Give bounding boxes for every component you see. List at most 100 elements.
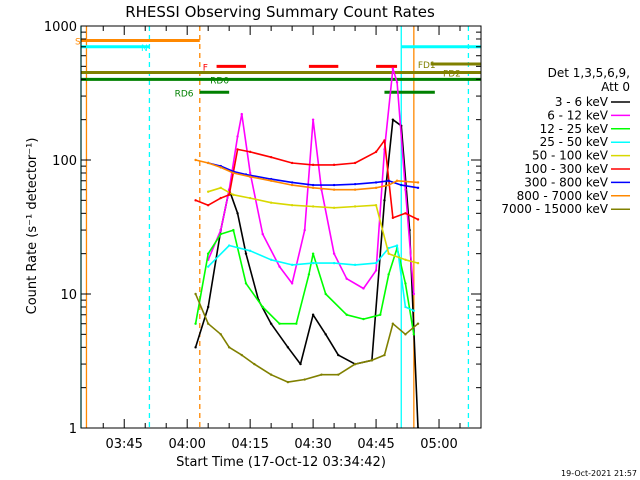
data-point	[395, 81, 399, 84]
data-point	[307, 273, 311, 276]
data-point	[311, 252, 315, 255]
legend-label: 7000 - 15000 keV	[501, 202, 608, 216]
data-point	[244, 282, 248, 285]
x-tick-label: 04:00	[168, 437, 205, 452]
data-point	[387, 273, 390, 276]
data-point	[383, 199, 386, 202]
data-point	[416, 218, 420, 221]
data-point	[206, 190, 210, 193]
data-point	[194, 292, 197, 296]
x-tick-label: 04:15	[231, 437, 268, 452]
data-point	[379, 313, 382, 316]
data-point	[194, 346, 197, 349]
legend-label: 50 - 100 keV	[532, 149, 609, 163]
data-point	[261, 232, 264, 236]
series-line	[195, 159, 419, 191]
data-point	[374, 269, 378, 272]
data-point	[416, 186, 420, 190]
data-point	[236, 212, 239, 215]
data-point	[416, 322, 420, 325]
x-tick-label: 04:45	[357, 437, 394, 452]
data-point	[345, 313, 348, 316]
data-point	[244, 252, 248, 255]
data-point	[391, 216, 395, 220]
data-point	[404, 188, 407, 191]
data-point	[416, 261, 420, 265]
x-tick-label: 05:00	[420, 437, 457, 452]
data-point	[320, 373, 323, 376]
plot-area: S N F FD1 FD2 RD0 RD6 1 10 100 1000 03:45 04:00 04:15…	[44, 20, 482, 452]
flag-label-fd2: FD2	[443, 69, 461, 79]
data-point	[337, 373, 340, 376]
data-point	[206, 252, 210, 255]
data-point	[324, 292, 327, 296]
data-point	[383, 139, 386, 142]
data-point	[269, 201, 273, 204]
legend-label: 6 - 12 keV	[547, 108, 609, 122]
data-point	[278, 322, 281, 325]
data-point	[353, 161, 357, 165]
data-point	[290, 161, 294, 165]
data-point	[332, 183, 336, 187]
data-point	[227, 244, 231, 247]
data-point	[391, 67, 395, 70]
legend-label: 800 - 7000 keV	[517, 189, 609, 203]
y-axis-label: Count Rate (s⁻¹ detector⁻¹)	[25, 138, 40, 315]
data-point	[311, 163, 315, 167]
data-point	[236, 148, 239, 151]
data-point	[391, 322, 395, 325]
legend-label: 100 - 300 keV	[524, 162, 608, 176]
data-point	[391, 118, 395, 121]
y-tick-label: 10	[60, 288, 77, 303]
x-tick-label: 04:30	[294, 437, 331, 452]
data-point	[387, 252, 390, 255]
flag-label-s: S	[75, 37, 81, 47]
legend-label: 300 - 800 keV	[524, 175, 608, 189]
data-point	[395, 179, 399, 182]
y-tick-label: 1000	[44, 20, 77, 35]
data-point	[332, 163, 336, 167]
data-point	[290, 282, 294, 285]
data-layer	[81, 38, 481, 428]
data-point	[404, 212, 407, 215]
data-point	[219, 232, 222, 236]
data-point	[248, 150, 252, 154]
data-point	[412, 333, 416, 336]
data-point	[295, 322, 298, 325]
legend-label: 12 - 25 keV	[540, 122, 609, 136]
data-point	[219, 196, 222, 200]
data-point	[337, 353, 340, 357]
data-point	[362, 287, 365, 290]
data-point	[206, 265, 210, 268]
data-point	[332, 261, 336, 265]
data-point	[353, 362, 357, 366]
data-point	[236, 135, 239, 138]
x-tick-label: 03:45	[105, 437, 142, 452]
data-point	[232, 228, 235, 232]
timestamp: 19-Oct-2021 21:57	[561, 469, 637, 478]
legend-label: 3 - 6 keV	[555, 95, 609, 109]
y-tick-label: 100	[52, 154, 77, 169]
data-point	[303, 378, 306, 381]
data-point	[290, 203, 294, 207]
data-point	[290, 183, 294, 187]
data-point	[412, 309, 416, 312]
data-point	[248, 175, 252, 178]
data-point	[345, 277, 348, 280]
data-point	[269, 373, 273, 376]
data-point	[404, 282, 407, 285]
data-point	[311, 205, 315, 208]
data-point	[400, 183, 403, 187]
data-point	[194, 158, 197, 162]
data-point	[269, 179, 273, 182]
data-point	[206, 305, 210, 309]
data-point	[353, 205, 357, 208]
data-point	[383, 353, 386, 357]
data-point	[387, 179, 390, 182]
y-tick-label: 1	[69, 422, 77, 437]
data-point	[248, 249, 252, 253]
data-point	[269, 322, 273, 325]
data-point	[303, 228, 306, 232]
